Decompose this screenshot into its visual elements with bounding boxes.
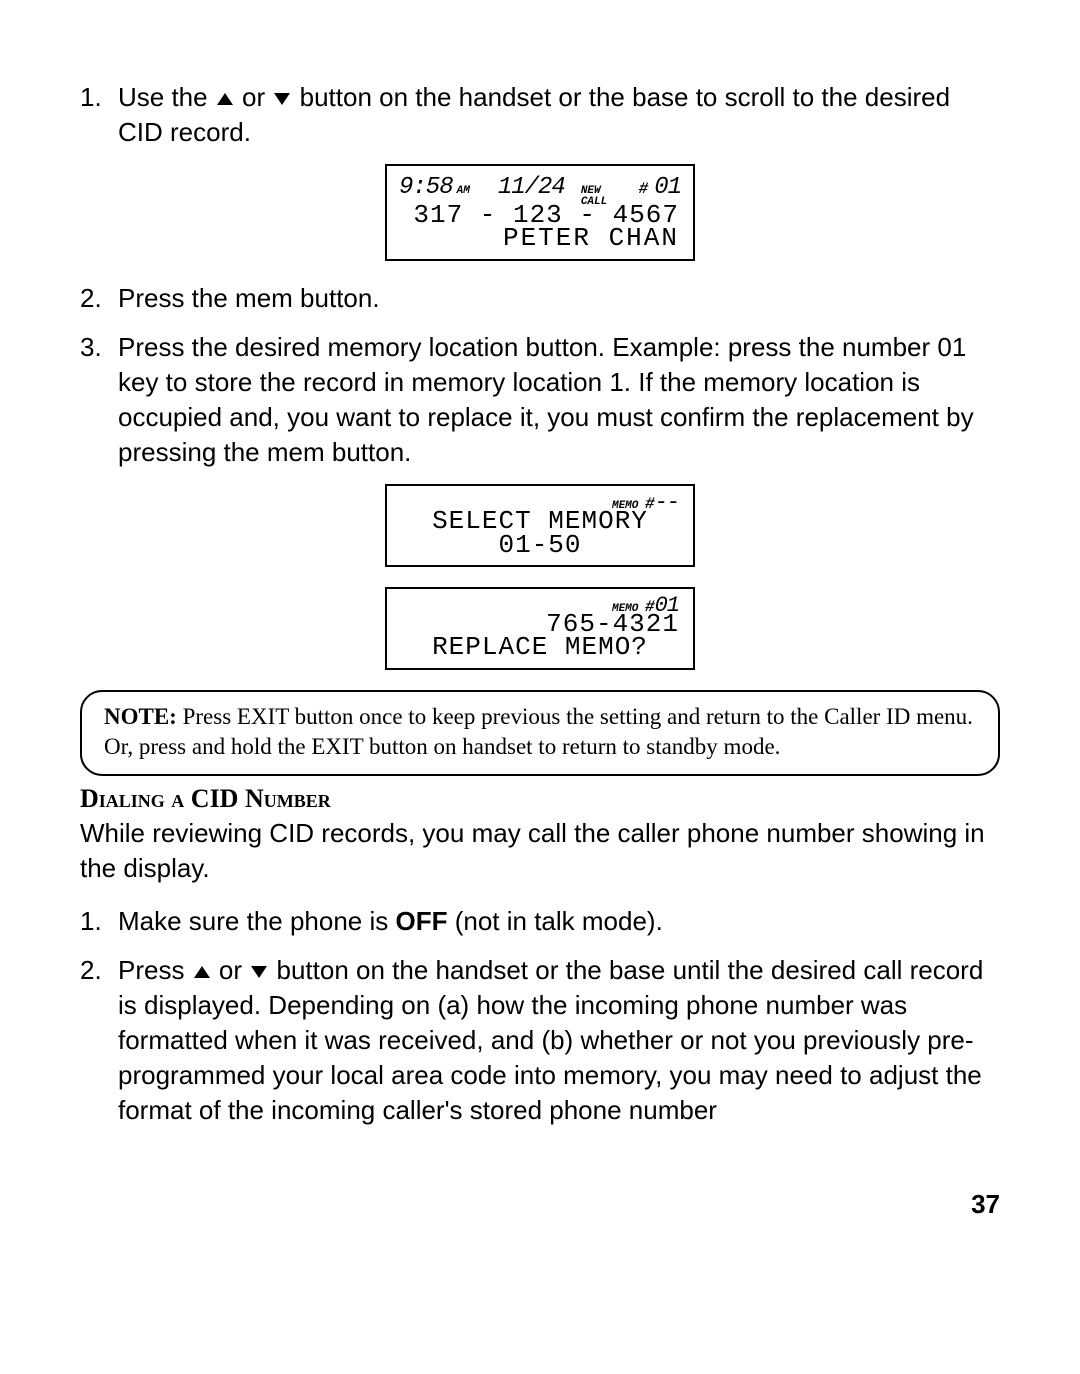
step-1-text: Use the or button on the handset or the … bbox=[118, 80, 1000, 150]
step-2: 2. Press the mem button. bbox=[80, 281, 1000, 316]
step4-off: OFF bbox=[396, 906, 448, 936]
lcd-display-3: MEMO #01 765-4321 REPLACE MEMO? bbox=[385, 587, 695, 670]
step-2-number: 2. bbox=[80, 281, 118, 316]
down-arrow-icon-2 bbox=[251, 966, 267, 978]
step-3-text: Press the desired memory location button… bbox=[118, 330, 1000, 470]
note-text: Press EXIT button once to keep previous … bbox=[104, 704, 973, 759]
step5-a: Press bbox=[118, 955, 192, 985]
lcd1-date: 11/24 bbox=[498, 176, 565, 200]
step4-b: (not in talk mode). bbox=[448, 906, 663, 936]
section-title: Dialing a CID Number bbox=[80, 784, 1000, 814]
lcd1-ampm: AM bbox=[457, 186, 470, 197]
step-3-number: 3. bbox=[80, 330, 118, 470]
step1-b: or bbox=[235, 82, 273, 112]
section-intro: While reviewing CID records, you may cal… bbox=[80, 816, 1000, 886]
step1-a: Use the bbox=[118, 82, 215, 112]
lcd-display-1: 9:58AM 11/24 NEW CALL #01 317 - 123 - 45… bbox=[385, 164, 695, 261]
lcd1-callnum: 01 bbox=[654, 176, 681, 200]
lcd3-replace: REPLACE MEMO? bbox=[399, 635, 681, 660]
lcd1-time: 9:58 bbox=[399, 176, 453, 200]
step-5-number: 2. bbox=[80, 953, 118, 1128]
step4-a: Make sure the phone is bbox=[118, 906, 396, 936]
step-5-text: Press or button on the handset or the ba… bbox=[118, 953, 1000, 1128]
step-4-text: Make sure the phone is OFF (not in talk … bbox=[118, 904, 1000, 939]
step-4: 1. Make sure the phone is OFF (not in ta… bbox=[80, 904, 1000, 939]
lcd-display-2: MEMO #-- SELECT MEMORY 01-50 bbox=[385, 484, 695, 567]
step-5: 2. Press or button on the handset or the… bbox=[80, 953, 1000, 1128]
page-number: 37 bbox=[80, 1189, 1000, 1220]
step-2-text: Press the mem button. bbox=[118, 281, 1000, 316]
note-label: NOTE: bbox=[104, 704, 183, 729]
step5-b: or bbox=[212, 955, 250, 985]
note-box: NOTE: Press EXIT button once to keep pre… bbox=[80, 690, 1000, 776]
step-1-number: 1. bbox=[80, 80, 118, 150]
step-4-number: 1. bbox=[80, 904, 118, 939]
step-3: 3. Press the desired memory location but… bbox=[80, 330, 1000, 470]
down-arrow-icon bbox=[274, 93, 290, 105]
lcd1-hash: # bbox=[639, 181, 649, 197]
up-arrow-icon bbox=[217, 93, 233, 105]
lcd2-memonum: -- bbox=[655, 490, 679, 515]
step-1: 1. Use the or button on the handset or t… bbox=[80, 80, 1000, 150]
lcd2-range: 01-50 bbox=[399, 533, 681, 558]
up-arrow-icon-2 bbox=[194, 966, 210, 978]
